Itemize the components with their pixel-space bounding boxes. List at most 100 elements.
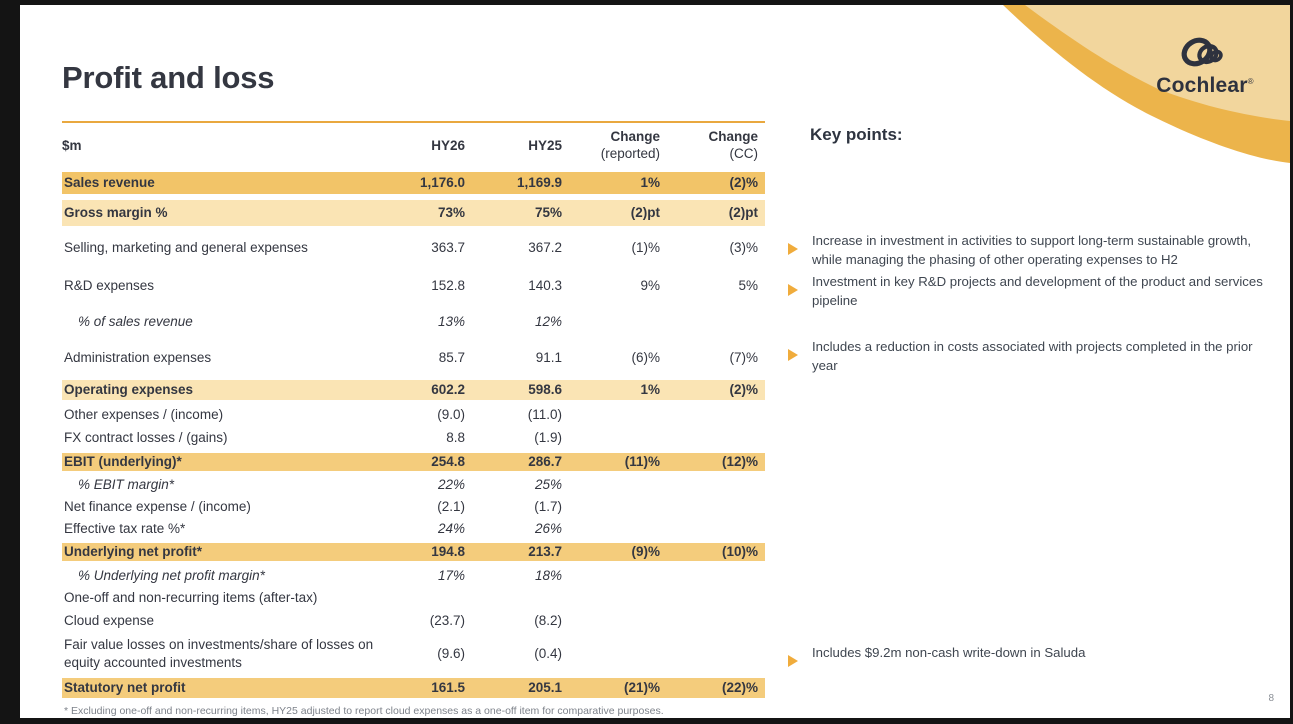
key-point-item: Increase in investment in activities to … [788,231,1274,269]
table-row: % Underlying net profit margin* 17% 18% [62,564,765,587]
cell-hy26: 85.7 [438,350,465,366]
table-row: Operating expenses 602.2 598.6 1% (2)% [62,377,765,403]
cell-hy26: 13% [437,314,465,330]
cochlear-wordmark: Cochlear® [1156,74,1254,97]
row-label: Gross margin % [64,205,168,221]
cell-change_cc: (22)% [721,680,758,696]
triangle-bullet-icon [788,243,798,255]
triangle-bullet-icon [788,284,798,296]
cell-hy26: 152.8 [431,278,465,294]
table-header-row: $m HY26 HY25 Change (reported) Change (CC) [62,123,765,169]
column-header: Change (reported) [600,129,660,161]
cell-hy25: (1.7) [534,499,562,515]
table-row: Effective tax rate %* 24% 26% [62,518,765,540]
cell-hy26: 194.8 [431,544,465,560]
cell-hy25: 75% [534,205,562,221]
table-row: Administration expenses 85.7 91.1 (6)% (7)% [62,339,765,377]
key-point-item: Includes $9.2m non-cash write-down in Sa… [788,643,1274,667]
table-row: R&D expenses 152.8 140.3 9% 5% [62,267,765,305]
cell-change_reported: 9% [640,278,660,294]
cell-change_reported: 1% [640,382,660,398]
slide: Cochlear® Profit and loss $m HY26 HY25 Chan… [20,5,1290,718]
row-label: Net finance expense / (income) [64,499,251,515]
cell-hy25: 12% [534,314,562,330]
column-header: HY26 [431,137,465,153]
key-point-text: Increase in investment in activities to … [812,233,1252,267]
row-label: FX contract losses / (gains) [64,430,228,446]
row-label: EBIT (underlying)* [64,454,182,470]
row-label: Fair value losses on investments/share o… [64,636,374,670]
registered-mark: ® [1247,77,1254,86]
cell-hy25: 213.7 [528,544,562,560]
key-point-item: Investment in key R&D projects and devel… [788,272,1274,310]
cell-hy26: (9.0) [437,406,465,422]
cell-hy26: 73% [437,205,465,221]
key-points-heading: Key points: [810,125,903,144]
key-points-list: Increase in investment in activities to … [788,231,1274,667]
cell-change_cc: (12)% [721,454,758,470]
row-label: Underlying net profit* [64,544,202,560]
cell-change_cc: (3)% [729,240,758,256]
cell-hy25: 286.7 [528,454,562,470]
row-label: One-off and non-recurring items (after-t… [64,590,318,606]
table-row: Fair value losses on investments/share o… [62,632,765,675]
cell-hy26: 161.5 [431,680,465,696]
triangle-bullet-icon [788,655,798,667]
cell-hy25: (8.2) [534,612,562,628]
cell-change_reported: (11)% [624,454,660,470]
cell-change_reported: 1% [640,175,660,191]
cell-change_cc: (10)% [721,544,758,560]
row-label: Operating expenses [64,382,194,398]
profit-loss-table: $m HY26 HY25 Change (reported) Change (CC) Sal… [62,121,765,701]
table-row: Cloud expense (23.7) (8.2) [62,609,765,632]
triangle-bullet-icon [788,349,798,361]
table-row: Other expenses / (income) (9.0) (11.0) [62,403,765,426]
page-number: 8 [1268,693,1274,704]
cell-hy26: (2.1) [437,499,465,515]
corner-wave-decoration [1003,5,1290,163]
key-point-text: Includes a reduction in costs associated… [812,339,1253,373]
table-row: Net finance expense / (income) (2.1) (1.7) [62,496,765,518]
table-row: EBIT (underlying)* 254.8 286.7 (11)% (12)% [62,450,765,474]
cell-hy25: 367.2 [528,240,562,256]
table-row: Underlying net profit* 194.8 213.7 (9)% (10)… [62,540,765,564]
column-header: Change (CC) [708,129,758,161]
key-point-text: Includes $9.2m non-cash write-down in Sa… [812,645,1086,660]
table-row: FX contract losses / (gains) 8.8 (1.9) [62,426,765,450]
cell-change_reported: (9)% [631,544,660,560]
page-title: Profit and loss [62,60,275,95]
cell-hy26: (9.6) [437,645,465,661]
cell-hy26: 1,176.0 [419,175,465,191]
key-point-item: Includes a reduction in costs associated… [788,337,1274,375]
row-label: Administration expenses [64,350,212,366]
cell-hy25: 91.1 [535,350,562,366]
cell-hy26: 17% [437,567,465,583]
table-row: Statutory net profit 161.5 205.1 (21)% (22)% [62,675,765,701]
cell-change_cc: (7)% [729,350,758,366]
cell-hy25: (1.9) [534,430,562,446]
cell-change_cc: (2)% [729,175,758,191]
row-label: % EBIT margin* [78,477,175,493]
cell-hy25: (0.4) [534,645,562,661]
cell-hy26: 24% [437,521,465,537]
cochlear-spiral-icon [1181,37,1223,67]
cell-hy26: (23.7) [429,612,465,628]
key-point-text: Investment in key R&D projects and devel… [812,274,1263,308]
cell-hy26: 602.2 [431,382,465,398]
cell-hy25: (11.0) [527,406,562,422]
cell-change_cc: (2)pt [728,205,758,221]
cell-hy26: 22% [437,477,465,493]
cell-hy25: 140.3 [528,278,562,294]
row-label: Other expenses / (income) [64,406,224,422]
table-footnote: * Excluding one-off and non-recurring it… [64,705,664,717]
table-row: Selling, marketing and general expenses 3… [62,229,765,267]
cochlear-logo: Cochlear® [1140,31,1270,98]
cell-change_reported: (6)% [631,350,660,366]
row-label: R&D expenses [64,278,155,294]
corner-wave-inner [1025,5,1290,121]
cell-change_reported: (1)% [631,240,660,256]
cell-change_reported: (2)pt [630,205,660,221]
table-row: One-off and non-recurring items (after-t… [62,587,765,609]
row-label: Selling, marketing and general expenses [64,240,308,256]
table-row: Gross margin % 73% 75% (2)pt (2)pt [62,197,765,229]
